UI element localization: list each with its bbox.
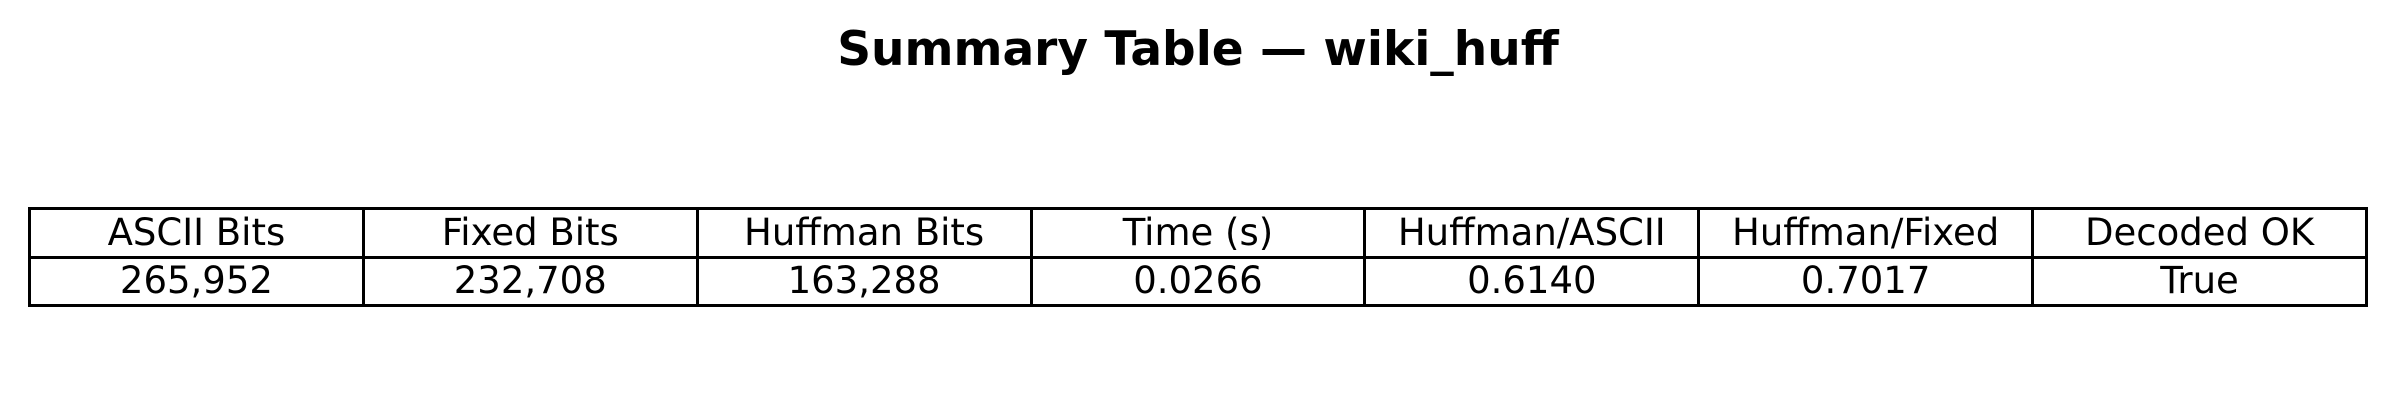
cell-fixed-bits: 232,708 [361,255,699,307]
header-cell-ascii-bits: ASCII Bits [28,207,365,259]
header-cell-decoded-ok: Decoded OK [2031,207,2368,259]
table-title: Summary Table — wiki_huff [837,22,1559,77]
cell-huffman-fixed: 0.7017 [1697,255,2035,307]
cell-time: 0.0266 [1029,255,1367,307]
header-cell-huffman-bits: Huffman Bits [695,207,1033,259]
cell-huffman-bits: 163,288 [695,255,1033,307]
header-row: ASCII Bits Fixed Bits Huffman Bits Time … [28,207,2368,259]
header-cell-huffman-ascii: Huffman/ASCII [1363,207,1701,259]
summary-table: ASCII Bits Fixed Bits Huffman Bits Time … [28,207,2368,307]
header-cell-fixed-bits: Fixed Bits [361,207,699,259]
header-cell-huffman-fixed: Huffman/Fixed [1697,207,2035,259]
header-cell-time: Time (s) [1029,207,1367,259]
cell-ascii-bits: 265,952 [28,255,365,307]
cell-huffman-ascii: 0.6140 [1363,255,1701,307]
table-row: 265,952 232,708 163,288 0.0266 0.6140 0.… [28,255,2368,307]
cell-decoded-ok: True [2031,255,2368,307]
